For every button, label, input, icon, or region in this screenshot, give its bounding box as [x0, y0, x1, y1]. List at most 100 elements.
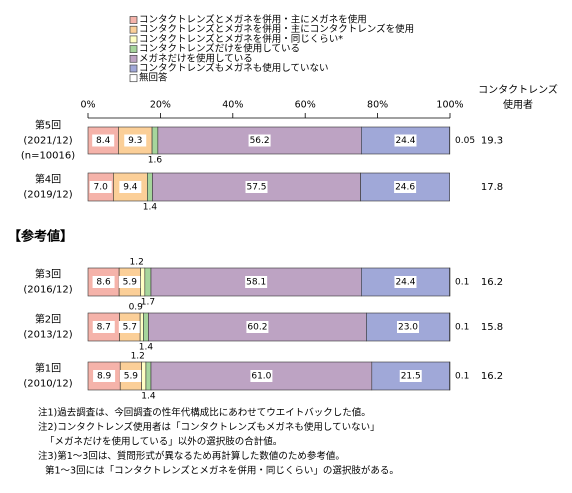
- x-tick-label: 60%: [295, 100, 316, 111]
- bar-segment: [144, 267, 152, 297]
- category-label: (2016/12): [23, 285, 72, 296]
- category-label: (n=10016): [21, 151, 75, 162]
- x-tick-label: 0%: [80, 100, 95, 111]
- note: 注3)第1～3回は、質問形式が異なるため再計算した数値のため参考値。: [38, 450, 345, 462]
- value-label: 1.6: [148, 156, 163, 166]
- category-label: (2019/12): [23, 190, 72, 201]
- value-label: 21.5: [401, 372, 421, 382]
- value-label: 60.2: [247, 323, 267, 333]
- value-label: 8.7: [97, 323, 111, 333]
- section-label: 【参考値】: [8, 229, 73, 245]
- label-box: [92, 321, 115, 333]
- legend-swatch: [129, 16, 138, 24]
- label-box: [394, 181, 417, 193]
- label-box: [245, 276, 268, 288]
- value-label: 23.0: [398, 323, 418, 333]
- x-tick-label: 100%: [436, 100, 463, 111]
- legend-label: コンタクトレンズだけを使用している: [139, 43, 300, 55]
- x-tick-label: 40%: [222, 100, 243, 111]
- value-label: 8.4: [96, 136, 111, 146]
- bar-segment: [139, 312, 144, 342]
- legend-label: コンタクトレンズとメガネを併用・主にメガネを使用: [139, 14, 367, 26]
- value-label: 1.7: [141, 298, 155, 308]
- category-label: 第4回: [35, 173, 61, 186]
- value-label: 1.4: [143, 203, 158, 213]
- category-label: (2021/12): [23, 136, 72, 147]
- legend-swatch: [129, 35, 138, 44]
- label-box: [89, 181, 112, 193]
- label-box: [92, 134, 115, 147]
- legend-swatch: [129, 74, 138, 83]
- label-box: [246, 321, 269, 333]
- label-box: [248, 134, 271, 147]
- category-label: 第2回: [35, 313, 61, 326]
- label-box: [119, 181, 142, 193]
- note: 注2)コンタクトレンズ使用者は「コンタクトレンズもメガネも使用していない」: [38, 421, 380, 433]
- x-tick-label: 80%: [367, 100, 388, 111]
- value-label: 0.1: [455, 278, 469, 288]
- value-label: 5.9: [123, 278, 138, 288]
- x-tick-label: 20%: [150, 100, 171, 111]
- legend-label: メガネだけを使用している: [139, 52, 253, 64]
- value-label: 7.0: [94, 183, 109, 193]
- label-box: [118, 276, 141, 288]
- side-header: コンタクトレンズ: [478, 83, 558, 96]
- value-label: 0.1: [455, 323, 469, 333]
- bar-segment: [141, 361, 147, 391]
- legend-label: コンタクトレンズとメガネを併用・主にコンタクトレンズを使用: [139, 23, 414, 35]
- side-value: 19.3: [481, 136, 503, 147]
- side-header: 使用者: [503, 98, 533, 111]
- category-label: 第1回: [35, 362, 61, 375]
- label-box: [399, 370, 422, 382]
- label-box: [92, 276, 115, 288]
- value-label: 9.4: [123, 183, 138, 193]
- value-label: 8.9: [97, 372, 112, 382]
- category-label: (2010/12): [23, 379, 72, 390]
- legend-swatch: [129, 54, 138, 63]
- note: 第1～3回には「コンタクトレンズとメガネを併用・同じくらい」の選択肢がある。: [45, 465, 399, 477]
- label-box: [119, 370, 142, 382]
- label-box: [124, 134, 147, 147]
- value-label: 5.7: [123, 323, 137, 333]
- bar-segment: [143, 312, 149, 342]
- value-label: 24.4: [395, 136, 415, 146]
- label-box: [394, 134, 417, 147]
- value-label: 0.9: [129, 303, 144, 313]
- value-label: 56.2: [250, 136, 270, 146]
- note: 注1)過去調査は、今回調査の性年代構成比にあわせてウエイトバックした値。: [38, 407, 371, 419]
- label-box: [397, 321, 420, 333]
- category-label: 第3回: [35, 268, 61, 281]
- legend-swatch: [129, 45, 138, 53]
- side-value: 16.2: [481, 371, 503, 382]
- side-value: 17.8: [481, 182, 503, 193]
- bar-segment: [147, 172, 153, 202]
- value-label: 1.4: [139, 343, 154, 353]
- value-label: 24.4: [395, 278, 415, 288]
- legend-label: コンタクトレンズもメガネも使用していない: [139, 62, 329, 74]
- bar-segment: [140, 267, 146, 297]
- legend-label: 無回答: [139, 72, 168, 84]
- legend-swatch: [129, 64, 138, 73]
- side-value: 15.8: [481, 322, 503, 333]
- category-label: (2013/12): [23, 330, 72, 341]
- value-label: 0.1: [455, 372, 469, 382]
- value-label: 8.6: [96, 278, 111, 288]
- legend-swatch: [129, 25, 138, 34]
- bar-segment: [145, 361, 152, 391]
- bar-segment: [151, 126, 159, 155]
- note: 「メガネだけを使用している」以外の選択肢の合計値。: [45, 436, 282, 448]
- label-box: [394, 276, 417, 288]
- value-label: 1.2: [129, 258, 143, 268]
- value-label: 61.0: [251, 372, 271, 382]
- label-box: [118, 321, 141, 333]
- value-label: 0.05: [455, 136, 475, 146]
- legend-label: コンタクトレンズとメガネを併用・同じくらい*: [139, 33, 343, 45]
- label-box: [93, 370, 116, 382]
- value-label: 24.6: [395, 183, 415, 193]
- label-box: [250, 370, 273, 382]
- value-label: 58.1: [246, 278, 266, 288]
- value-label: 9.3: [128, 136, 142, 146]
- side-value: 16.2: [481, 277, 503, 288]
- value-label: 57.5: [246, 183, 266, 193]
